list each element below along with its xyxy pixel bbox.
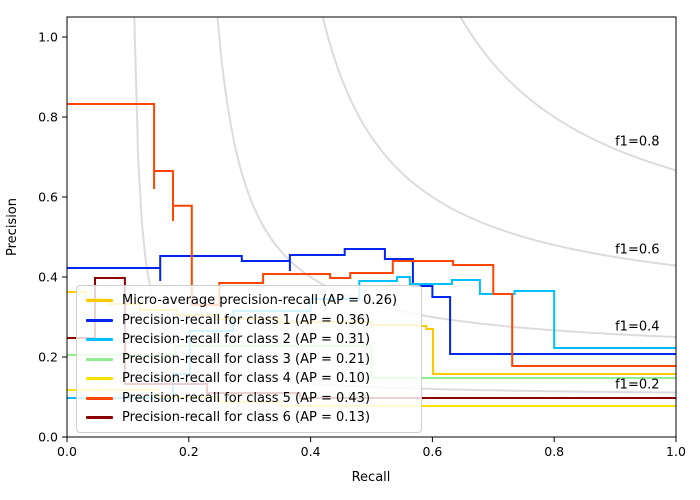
legend-item-class-6: Precision-recall for class 6 (AP = 0.13) <box>86 409 412 426</box>
x-tick-label: 0.0 <box>57 444 77 459</box>
legend-label: Precision-recall for class 3 (AP = 0.21) <box>122 351 371 367</box>
legend-label: Precision-recall for class 5 (AP = 0.43) <box>122 390 371 406</box>
legend-swatch-class-2 <box>86 338 113 341</box>
legend-item-class-2: Precision-recall for class 2 (AP = 0.31) <box>86 331 412 348</box>
series-line-class-1 <box>67 248 676 355</box>
axis-ticks-layer: 0.0 0.2 0.4 0.6 0.8 1.0 0.0 0.2 0.4 0.6 0.8 1.0 <box>38 30 686 460</box>
iso-f1-curve-0.8 <box>459 17 676 172</box>
legend-item-micro-average: Micro-average precision-recall (AP = 0.2… <box>86 292 412 309</box>
iso-f1-curve-0.4 <box>216 17 676 338</box>
y-tick-label: 0.6 <box>38 190 58 205</box>
y-tick-label: 0.2 <box>38 350 58 365</box>
legend-swatch-class-6 <box>86 416 113 419</box>
legend-swatch-class-4 <box>86 377 113 380</box>
legend-item-class-3: Precision-recall for class 3 (AP = 0.21) <box>86 351 412 368</box>
iso-f1-labels-layer: f1=0.2 f1=0.4 f1=0.6 f1=0.8 <box>615 135 659 393</box>
y-axis-label: Precision <box>5 198 20 256</box>
y-tick-label: 0.0 <box>38 430 58 445</box>
legend-label: Precision-recall for class 1 (AP = 0.36) <box>122 312 371 328</box>
legend-item-class-5: Precision-recall for class 5 (AP = 0.43) <box>86 390 412 407</box>
legend-swatch-micro-average <box>86 299 113 302</box>
x-tick-label: 1.0 <box>666 444 686 459</box>
legend-swatch-class-5 <box>86 396 113 400</box>
x-axis-label: Recall <box>352 470 391 485</box>
legend-item-class-1: Precision-recall for class 1 (AP = 0.36) <box>86 312 412 329</box>
legend: Micro-average precision-recall (AP = 0.2… <box>76 285 422 433</box>
legend-label: Precision-recall for class 4 (AP = 0.10) <box>122 371 371 386</box>
iso-f1-label: f1=0.2 <box>615 378 659 393</box>
legend-swatch-class-1 <box>86 318 113 322</box>
legend-label: Precision-recall for class 6 (AP = 0.13) <box>122 410 371 425</box>
x-tick-label: 0.6 <box>422 444 442 459</box>
x-tick-label: 0.2 <box>179 444 199 459</box>
legend-label: Precision-recall for class 2 (AP = 0.31) <box>122 332 371 347</box>
iso-f1-curve-0.6 <box>321 17 676 267</box>
iso-f1-label: f1=0.8 <box>615 135 659 150</box>
iso-f1-label: f1=0.4 <box>615 320 659 335</box>
y-tick-label: 1.0 <box>38 30 58 45</box>
y-tick-label: 0.4 <box>38 270 58 285</box>
x-tick-label: 0.4 <box>301 444 321 459</box>
legend-swatch-class-3 <box>86 357 113 361</box>
legend-item-class-4: Precision-recall for class 4 (AP = 0.10) <box>86 370 412 387</box>
x-tick-label: 0.8 <box>544 444 564 459</box>
plot-border <box>66 16 677 438</box>
iso-f1-label: f1=0.6 <box>615 243 659 258</box>
series-line-class-5 <box>67 103 676 367</box>
legend-label: Micro-average precision-recall (AP = 0.2… <box>122 293 398 308</box>
y-tick-label: 0.8 <box>38 110 58 125</box>
